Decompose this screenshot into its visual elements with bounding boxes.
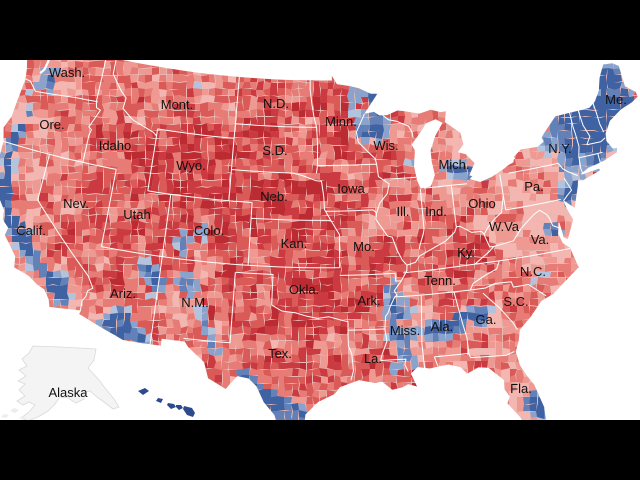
svg-text:Kan.: Kan. (281, 236, 308, 251)
svg-text:Va.: Va. (531, 232, 550, 247)
svg-text:Calif.: Calif. (16, 223, 46, 238)
svg-text:Ore.: Ore. (39, 117, 64, 132)
svg-text:Okla.: Okla. (289, 282, 319, 297)
svg-text:Ky.: Ky. (457, 245, 475, 260)
svg-text:Colo.: Colo. (194, 223, 224, 238)
svg-text:Tex.: Tex. (268, 346, 292, 361)
svg-text:Tenn.: Tenn. (424, 273, 456, 288)
svg-text:Wash.: Wash. (49, 65, 85, 80)
svg-text:S.D.: S.D. (262, 143, 287, 158)
svg-text:Iowa: Iowa (337, 181, 365, 196)
svg-text:Alaska: Alaska (48, 385, 88, 400)
svg-text:N.M.: N.M. (181, 295, 208, 310)
svg-text:S.C.: S.C. (503, 294, 528, 309)
svg-text:Idaho: Idaho (99, 138, 132, 153)
svg-text:Wis.: Wis. (373, 138, 398, 153)
svg-text:Mont.: Mont. (161, 97, 194, 112)
svg-text:N.C.: N.C. (520, 264, 546, 279)
svg-text:Ohio: Ohio (468, 196, 495, 211)
svg-text:Nev.: Nev. (63, 196, 89, 211)
svg-text:Mo.: Mo. (353, 239, 375, 254)
svg-text:Me.: Me. (605, 92, 627, 107)
svg-text:Wyo.: Wyo. (176, 158, 206, 173)
svg-text:Ariz.: Ariz. (110, 286, 136, 301)
svg-text:Ala.: Ala. (431, 319, 453, 334)
svg-text:Miss.: Miss. (390, 323, 420, 338)
svg-text:N.D.: N.D. (263, 96, 289, 111)
svg-text:Mich.: Mich. (438, 157, 469, 172)
svg-text:N.Y.: N.Y. (548, 141, 572, 156)
svg-text:Ind.: Ind. (425, 204, 447, 219)
svg-text:Ga.: Ga. (476, 312, 497, 327)
svg-text:Minn.: Minn. (325, 114, 357, 129)
svg-text:Ark.: Ark. (357, 293, 380, 308)
svg-text:Ill.: Ill. (397, 204, 410, 219)
svg-text:Utah: Utah (123, 207, 150, 222)
svg-text:Fla.: Fla. (510, 381, 532, 396)
svg-text:Neb.: Neb. (260, 189, 287, 204)
svg-text:W.Va: W.Va (489, 219, 520, 234)
svg-text:Pa.: Pa. (524, 179, 544, 194)
svg-text:La.: La. (364, 351, 382, 366)
